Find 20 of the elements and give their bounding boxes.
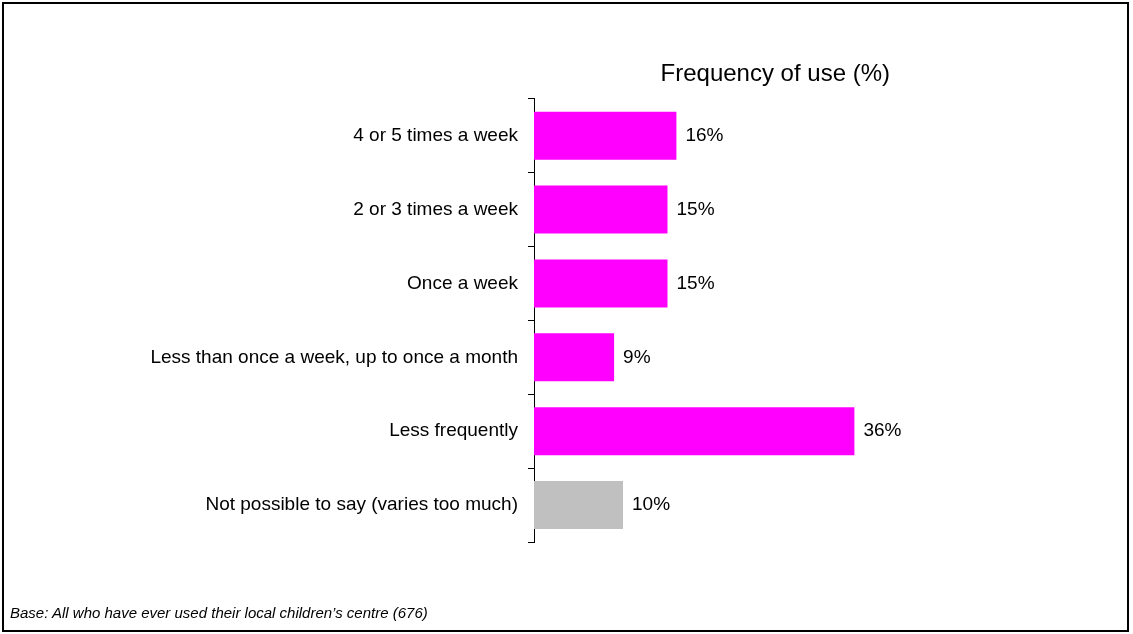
data-label: 9%	[623, 345, 651, 367]
y-tick-label: Less than once a week, up to once a month	[150, 345, 518, 367]
data-label: 36%	[863, 419, 902, 441]
bar	[534, 185, 668, 234]
data-label: 10%	[632, 493, 671, 515]
bar	[534, 111, 677, 160]
bar	[534, 333, 615, 382]
y-tick-label: 2 or 3 times a week	[353, 197, 519, 219]
bar	[534, 481, 623, 530]
y-tick-label: Not possible to say (varies too much)	[205, 493, 518, 515]
text: Base: All who have ever used their local children’s centre (676)	[10, 604, 428, 622]
data-label: 15%	[676, 197, 715, 219]
bar	[534, 407, 855, 456]
data-label: 15%	[676, 271, 715, 293]
y-tick-label: 4 or 5 times a week	[353, 123, 519, 145]
y-tick-label: Less frequently	[389, 419, 519, 441]
bar	[534, 259, 668, 308]
data-label: 16%	[685, 123, 724, 145]
chart-title: Frequency of use (%)	[660, 59, 890, 87]
y-tick-label: Once a week	[407, 271, 519, 293]
